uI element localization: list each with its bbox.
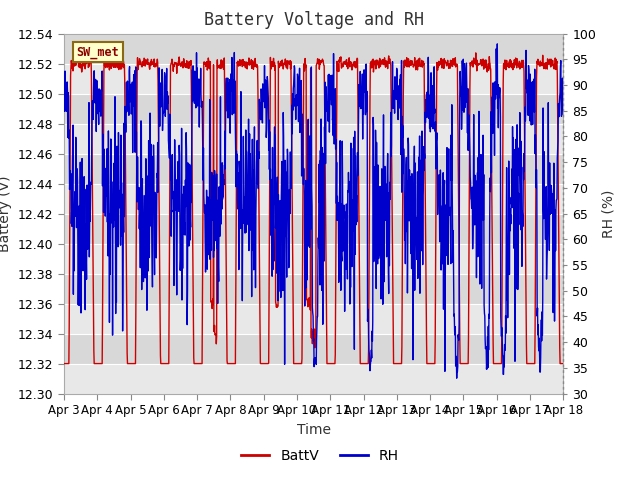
Bar — [64, 363, 563, 394]
Bar — [64, 303, 563, 334]
Bar — [64, 334, 563, 363]
Bar — [64, 123, 563, 154]
Text: SW_met: SW_met — [77, 46, 119, 59]
Title: Battery Voltage and RH: Battery Voltage and RH — [204, 11, 424, 29]
Y-axis label: RH (%): RH (%) — [602, 190, 616, 238]
X-axis label: Time: Time — [296, 422, 331, 437]
Bar — [64, 154, 563, 183]
Bar — [64, 183, 563, 214]
Bar — [64, 243, 563, 274]
Bar — [64, 63, 563, 94]
Bar — [64, 274, 563, 303]
Bar — [64, 94, 563, 123]
Bar — [64, 214, 563, 243]
Legend: BattV, RH: BattV, RH — [236, 443, 404, 468]
Y-axis label: Battery (V): Battery (V) — [0, 175, 12, 252]
Bar — [64, 34, 563, 63]
